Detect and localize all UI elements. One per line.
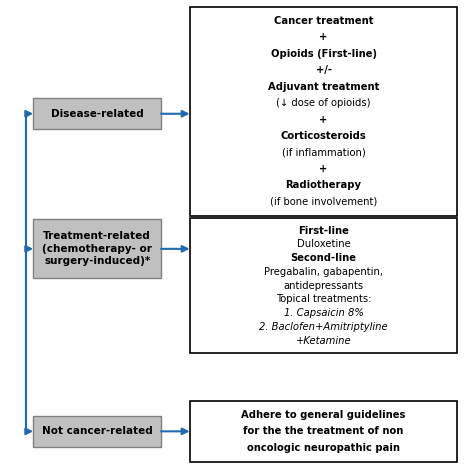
Text: Second-line: Second-line: [291, 253, 356, 263]
FancyBboxPatch shape: [33, 99, 161, 129]
Text: (if inflammation): (if inflammation): [282, 147, 365, 157]
Text: Cancer treatment: Cancer treatment: [274, 16, 373, 26]
FancyBboxPatch shape: [190, 218, 457, 353]
Text: +Ketamine: +Ketamine: [296, 336, 351, 346]
Text: (↓ dose of opioids): (↓ dose of opioids): [276, 98, 371, 108]
Text: Disease-related: Disease-related: [51, 109, 144, 119]
FancyBboxPatch shape: [190, 401, 457, 462]
Text: +: +: [319, 115, 328, 125]
Text: 1. Capsaicin 8%: 1. Capsaicin 8%: [283, 308, 364, 318]
Text: Radiotherapy: Radiotherapy: [285, 180, 362, 191]
Text: +: +: [319, 32, 328, 43]
Text: Treatment-related
(chemotherapy- or
surgery-induced)*: Treatment-related (chemotherapy- or surg…: [42, 231, 152, 266]
Text: (if bone involvement): (if bone involvement): [270, 197, 377, 207]
Text: +/-: +/-: [316, 65, 331, 75]
Text: Pregabalin, gabapentin,: Pregabalin, gabapentin,: [264, 267, 383, 277]
Text: First-line: First-line: [298, 226, 349, 236]
Text: 2. Baclofen+Amitriptyline: 2. Baclofen+Amitriptyline: [259, 322, 388, 332]
FancyBboxPatch shape: [190, 7, 457, 216]
Text: oncologic neuropathic pain: oncologic neuropathic pain: [247, 443, 400, 453]
Text: Topical treatments:: Topical treatments:: [276, 294, 371, 304]
FancyBboxPatch shape: [33, 219, 161, 279]
Text: Adjuvant treatment: Adjuvant treatment: [268, 82, 379, 92]
Text: Duloxetine: Duloxetine: [297, 239, 350, 249]
Text: +: +: [319, 164, 328, 174]
FancyBboxPatch shape: [33, 416, 161, 447]
Text: Adhere to general guidelines: Adhere to general guidelines: [241, 410, 406, 419]
Text: Corticosteroids: Corticosteroids: [281, 131, 366, 141]
Text: Opioids (First-line): Opioids (First-line): [271, 49, 376, 59]
Text: antidepressants: antidepressants: [283, 281, 364, 291]
Text: Not cancer-related: Not cancer-related: [42, 426, 153, 437]
Text: for the the treatment of non: for the the treatment of non: [243, 426, 404, 437]
